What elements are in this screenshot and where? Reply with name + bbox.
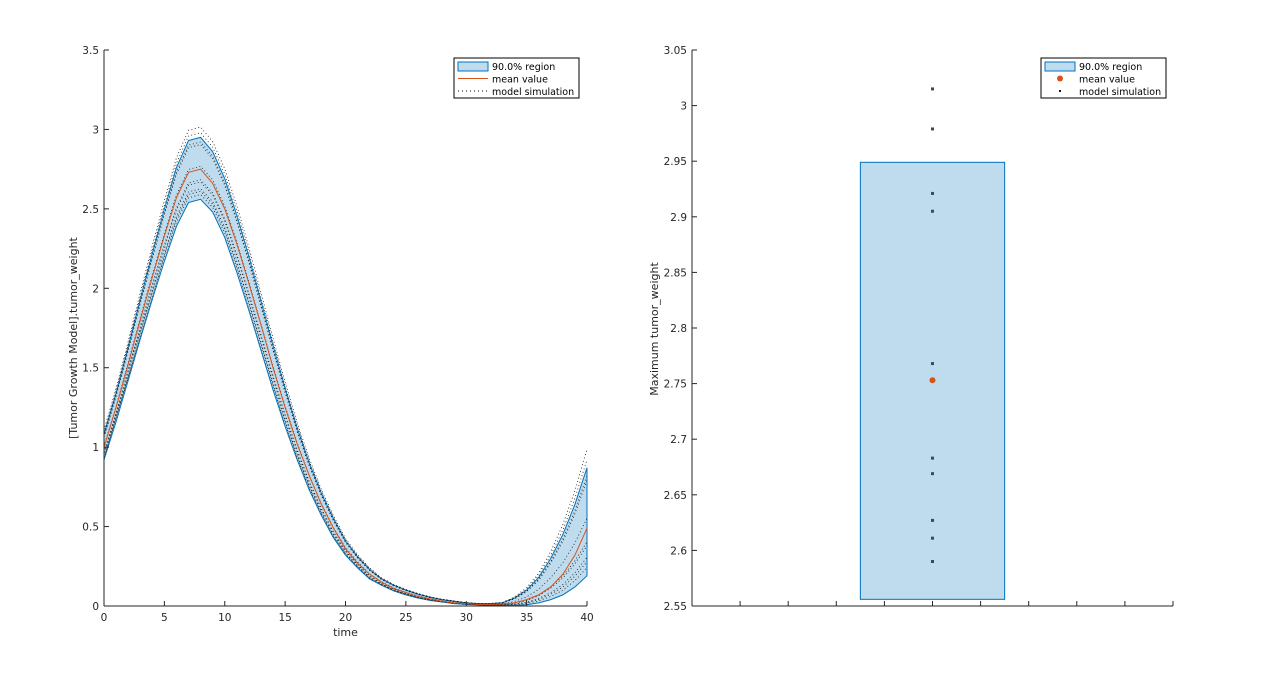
legend-label: 90.0% region xyxy=(1079,62,1142,73)
simulation-line xyxy=(103,190,588,606)
y-tick-label: 2.5 xyxy=(82,204,99,216)
y-tick-label: 2.75 xyxy=(664,379,687,391)
y-tick-label: 3.05 xyxy=(664,45,687,57)
simulation-line xyxy=(103,165,588,605)
simulation-point xyxy=(931,472,934,476)
simulation-point xyxy=(931,209,934,213)
mean-line xyxy=(103,168,588,605)
region-90-band xyxy=(103,136,588,606)
y-tick-label: 2.85 xyxy=(664,267,687,279)
y-tick-label: 0 xyxy=(92,601,99,613)
x-tick-label: 25 xyxy=(399,612,412,624)
x-tick-label: 35 xyxy=(520,612,533,624)
mean-point xyxy=(929,377,936,384)
legend-label: 90.0% region xyxy=(492,62,555,73)
x-tick-label: 10 xyxy=(218,612,231,624)
x-axis-label: time xyxy=(333,626,358,639)
simulation-point xyxy=(931,560,934,564)
time-course-plot: 0 5 10 15 20 25 30 35 40 0 0.5 1 1.5 2 2.5 3 3.5 time [Tum… xyxy=(67,45,594,639)
simulation-point xyxy=(931,362,934,366)
y-tick-label: 2.6 xyxy=(670,545,687,557)
legend-label: mean value xyxy=(1079,75,1135,86)
x-tick-label: 30 xyxy=(460,612,473,624)
legend-label: mean value xyxy=(492,75,548,86)
legend-mean-marker xyxy=(1057,75,1063,82)
max-weight-plot: 2.55 2.6 2.65 2.7 2.75 2.8 2.85 2.9 2.95 3 3.05 Max… xyxy=(648,45,1174,613)
simulation-line xyxy=(103,126,588,604)
legend-region-swatch xyxy=(1044,61,1076,72)
y-axis-label: Maximum tumor_weight xyxy=(648,262,661,396)
y-tick-label: 2 xyxy=(92,283,99,295)
legend-region-swatch xyxy=(457,61,489,72)
y-tick-label: 3 xyxy=(92,124,99,136)
y-tick-label: 1.5 xyxy=(82,363,99,375)
legend-label: model simulation xyxy=(492,87,574,98)
y-tick-label: 1 xyxy=(92,442,99,454)
y-tick-label: 3 xyxy=(680,101,687,113)
legend-label: model simulation xyxy=(1079,87,1161,98)
simulation-point xyxy=(931,87,934,91)
y-tick-label: 0.5 xyxy=(82,522,99,534)
legend-sim-marker xyxy=(1059,90,1061,92)
y-axis-label: [Tumor Growth Model].tumor_weight xyxy=(67,236,80,438)
x-tick-label: 5 xyxy=(161,612,168,624)
simulation-point xyxy=(931,518,934,522)
x-tick-label: 0 xyxy=(101,612,108,624)
simulation-point xyxy=(931,456,934,460)
y-tick-label: 2.65 xyxy=(664,490,687,502)
simulation-point xyxy=(931,127,934,131)
x-tick-label: 15 xyxy=(278,612,291,624)
simulation-line xyxy=(103,132,588,604)
simulation-point xyxy=(931,191,934,195)
x-tick-label: 20 xyxy=(339,612,352,624)
y-tick-label: 2.55 xyxy=(664,601,687,613)
x-tick-label: 40 xyxy=(580,612,593,624)
y-tick-label: 3.5 xyxy=(82,45,99,57)
y-tick-label: 2.95 xyxy=(664,156,687,168)
y-tick-label: 2.8 xyxy=(670,323,687,335)
simulation-point xyxy=(931,536,934,540)
y-tick-label: 2.7 xyxy=(670,434,687,446)
y-tick-label: 2.9 xyxy=(670,212,687,224)
